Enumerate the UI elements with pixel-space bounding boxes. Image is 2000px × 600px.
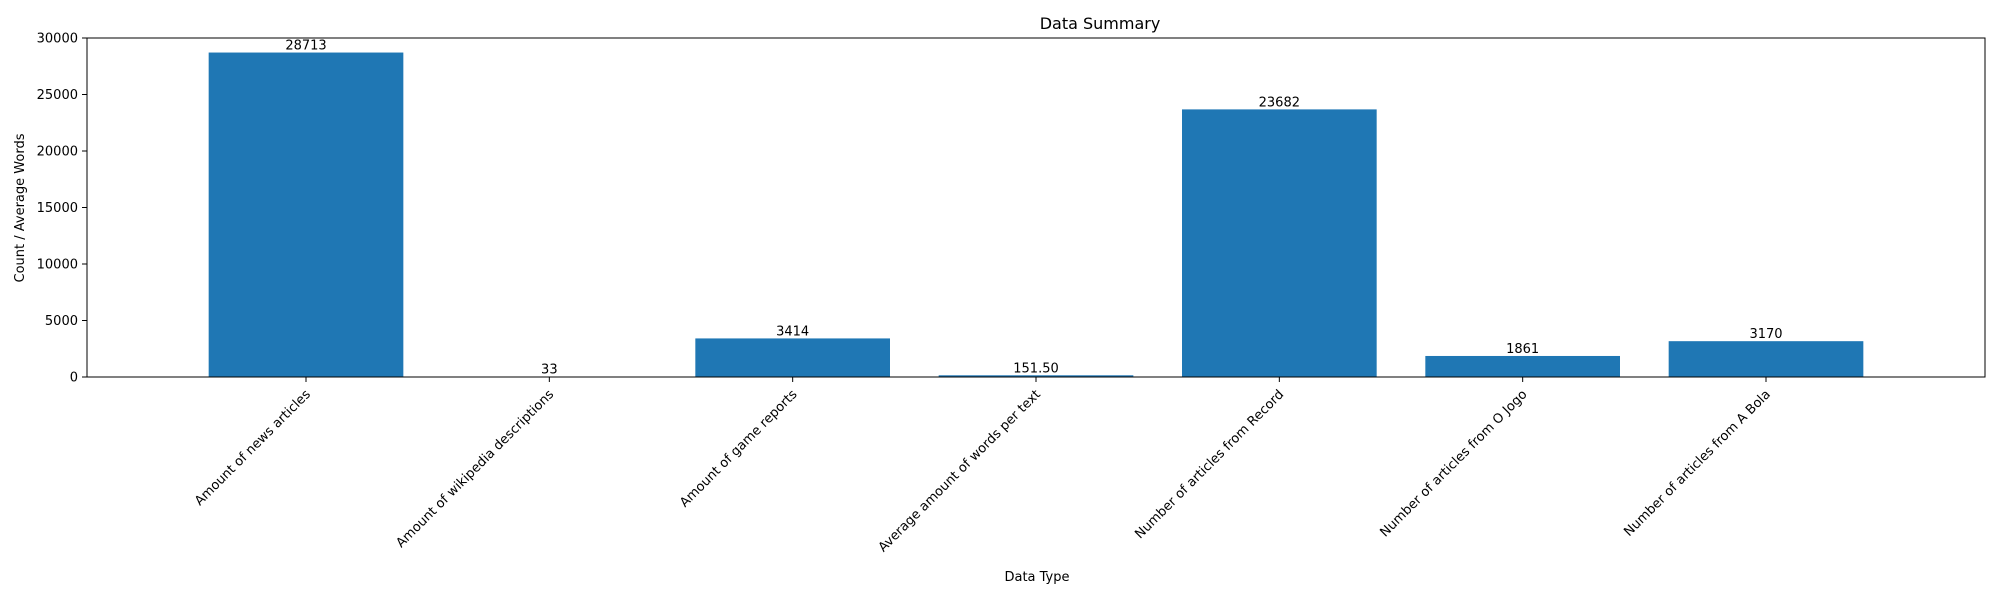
x-tick-label: Average amount of words per text	[876, 387, 1044, 555]
x-axis-label: Data Type	[1004, 570, 1069, 585]
y-tick-label: 5000	[45, 314, 78, 329]
y-tick-label: 20000	[37, 145, 78, 160]
y-tick-label: 15000	[37, 201, 78, 216]
bar-value-label: 3170	[1749, 327, 1782, 342]
bar	[695, 338, 890, 377]
y-tick-label: 10000	[37, 258, 78, 273]
bars-group	[208, 52, 1864, 378]
bar	[208, 52, 404, 377]
bar	[938, 375, 1134, 377]
y-axis: 0 5000 10000 15000 20000 25000 30000	[37, 32, 87, 386]
bar	[1182, 109, 1377, 377]
x-tick-label: Amount of game reports	[677, 387, 800, 510]
bar-value-label: 28713	[285, 39, 326, 54]
x-tick-label: Number of articles from Record	[1132, 387, 1287, 542]
bar-value-label: 1861	[1506, 342, 1539, 357]
y-tick-label: 0	[70, 371, 78, 386]
y-axis-label: Count / Average Words	[13, 133, 28, 282]
bar-value-label: 151.50	[1013, 361, 1059, 376]
bar	[1425, 355, 1620, 377]
x-tick-label: Number of articles from O Jogo	[1377, 387, 1530, 540]
bar	[1668, 341, 1864, 377]
x-tick-label: Amount of wikipedia descriptions	[393, 387, 557, 551]
y-tick-label: 30000	[37, 32, 78, 47]
x-axis: Amount of news articles Amount of wikiped…	[192, 377, 1774, 555]
x-tick-label: Number of articles from A Bola	[1621, 387, 1773, 539]
bar-value-label: 3414	[776, 324, 809, 339]
y-tick-label: 25000	[37, 88, 78, 103]
x-tick-label: Amount of news articles	[192, 387, 314, 509]
bar-value-label: 33	[541, 363, 558, 378]
chart-title: Data Summary	[1040, 14, 1161, 33]
data-labels-group: 28713 33 3414 151.50 23682 1861 3170	[285, 39, 1782, 378]
bar-value-label: 23682	[1259, 95, 1300, 110]
